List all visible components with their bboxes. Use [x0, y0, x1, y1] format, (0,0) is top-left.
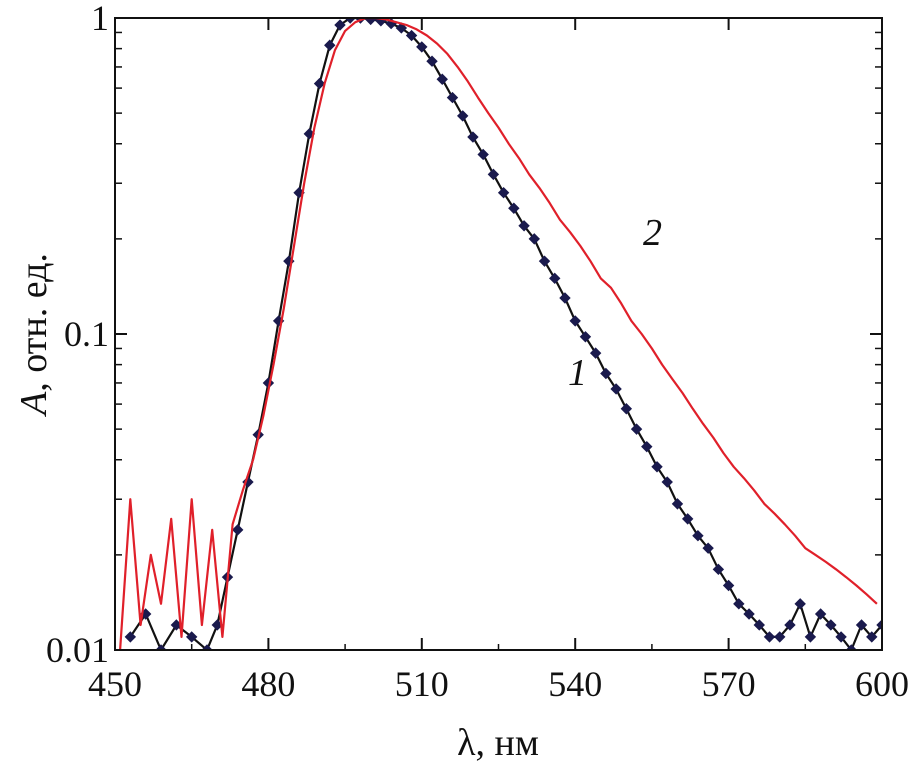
series-1-point — [549, 272, 561, 285]
series-1-point — [743, 608, 755, 620]
series-1-point — [620, 403, 633, 415]
series-1-point — [232, 524, 244, 536]
series-1-point — [763, 631, 776, 643]
x-tick-label-510: 510 — [395, 664, 449, 704]
x-axis-title: λ, нм — [457, 722, 539, 764]
series-1-point — [702, 542, 714, 554]
y-axis-title-units: , отн. ед. — [13, 253, 55, 392]
series-1-point — [364, 18, 377, 26]
series-1-point — [641, 440, 653, 453]
series-1-point — [671, 498, 684, 510]
series-1-point — [825, 619, 837, 631]
series-1-point — [774, 631, 786, 643]
x-tick-label-600: 600 — [855, 664, 909, 704]
series-label-1: 1 — [568, 352, 587, 394]
series-1-point — [446, 91, 459, 104]
series-1-point — [487, 168, 500, 181]
series-1-point — [477, 148, 489, 161]
series-1-point — [712, 563, 725, 576]
series-1-point — [344, 18, 356, 24]
series-1-point — [416, 41, 428, 53]
series-1-point — [589, 347, 602, 359]
y-tick-label-0: 1 — [91, 0, 109, 38]
series-1-point — [855, 619, 868, 631]
y-tick-label-1: 0.1 — [64, 314, 109, 354]
x-tick-label-450: 450 — [88, 664, 142, 704]
series-1-point — [518, 220, 530, 232]
series-1-point — [124, 631, 137, 643]
series-1-point — [600, 367, 612, 380]
series-1-point — [426, 55, 438, 67]
series-1-point — [794, 598, 806, 610]
series-1-point — [405, 29, 418, 42]
series-1-point — [692, 529, 704, 542]
series-1-point — [395, 22, 408, 34]
ticks-layer — [114, 17, 883, 651]
series-1-point — [814, 608, 827, 620]
y-tick-label-2: 0.01 — [46, 630, 109, 670]
series-1-point — [508, 202, 520, 214]
series-1-point — [579, 331, 592, 343]
series-1-point — [155, 644, 167, 650]
series-1-point — [661, 476, 673, 488]
series-1-point — [866, 631, 878, 643]
series-1-point — [753, 619, 765, 631]
series-line-1 — [129, 18, 882, 650]
series-1-point — [876, 619, 882, 631]
series-label-2: 2 — [643, 212, 662, 254]
series-line-2 — [119, 18, 878, 650]
series-1-point — [804, 631, 817, 643]
series-1-point — [456, 110, 469, 122]
series-1-point — [835, 631, 847, 643]
series-1-point — [784, 619, 796, 631]
series-1-point — [569, 315, 581, 327]
series-layer — [119, 18, 882, 650]
series-1-point — [630, 423, 643, 435]
series-1-point — [528, 233, 541, 245]
series-1-point — [334, 19, 346, 31]
tick-labels-layer: 450 480 510 540 570 600 1 0.1 0.01 — [46, 0, 909, 704]
series-1-point — [185, 631, 198, 643]
x-tick-label-540: 540 — [548, 664, 602, 704]
series-1-point — [497, 186, 510, 199]
series-1-point — [722, 579, 735, 592]
x-tick-label-480: 480 — [241, 664, 295, 704]
series-1-point — [845, 644, 858, 650]
series-1-point — [610, 383, 622, 395]
series-1-point — [538, 255, 551, 267]
series-1-point — [651, 461, 663, 473]
series-1-point — [467, 131, 479, 143]
y-axis-title-symbol: A — [13, 391, 55, 418]
series-1-point — [313, 77, 326, 90]
series-1-point — [559, 292, 571, 304]
series-1-point — [681, 513, 694, 525]
series-1-point — [733, 598, 745, 610]
x-tick-label-570: 570 — [702, 664, 756, 704]
series-1-point — [324, 39, 336, 51]
series-1-point — [436, 73, 448, 85]
y-axis-title: A, отн. ед. — [13, 253, 55, 418]
series-1-point — [201, 644, 213, 650]
